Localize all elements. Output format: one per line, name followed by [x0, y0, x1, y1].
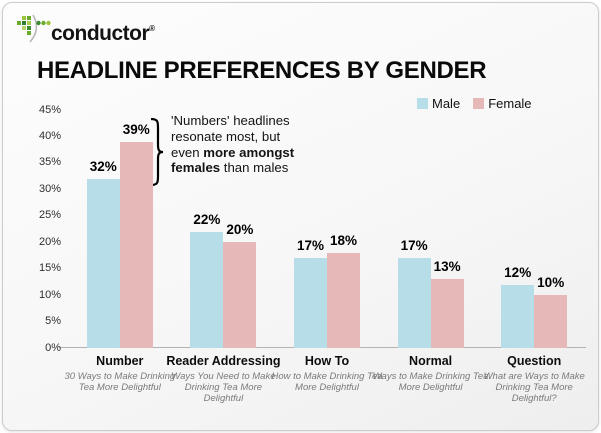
- bar-male-reader-addressing: [190, 231, 224, 348]
- y-axis-tick-label: 0%: [45, 341, 61, 354]
- bar-female-question: [534, 295, 568, 348]
- value-label: 22%: [193, 211, 221, 227]
- legend-label: Female: [488, 96, 532, 111]
- y-axis-tick-label: 35%: [38, 156, 61, 169]
- category-subtitle: Ways You Need to Make Drinking Tea More …: [171, 371, 276, 404]
- value-label: 17%: [296, 238, 325, 254]
- value-label: 12%: [504, 264, 532, 280]
- category-label: Number: [96, 354, 144, 368]
- category-label: Reader Addressing: [166, 354, 281, 368]
- category-subtitle: How to Make Drinking Tea More Delightful: [271, 371, 383, 393]
- legend-item-male: Male: [417, 96, 460, 111]
- category-label: Question: [507, 354, 562, 368]
- legend-item-female: Female: [473, 96, 532, 111]
- bar-female-number: [119, 141, 153, 348]
- page-title: HEADLINE PREFERENCES BY GENDER: [37, 57, 487, 84]
- male-swatch: [417, 98, 428, 109]
- bar-male-how-to: [294, 258, 327, 348]
- female-swatch: [473, 98, 485, 109]
- value-label: 20%: [226, 222, 254, 238]
- bar-male-number: [86, 178, 120, 348]
- bar-female-how-to: [327, 252, 360, 348]
- y-axis-tick-label: 5%: [45, 315, 61, 328]
- y-axis-tick-label: 20%: [38, 235, 61, 248]
- y-axis-tick-label: 25%: [38, 209, 61, 222]
- category-label: How To: [304, 354, 350, 368]
- value-label: 39%: [122, 121, 150, 137]
- category-subtitle: What are Ways to Make Drinking Tea More …: [483, 371, 585, 404]
- chart-legend: Male Female: [417, 96, 532, 111]
- category-label: Normal: [409, 354, 453, 368]
- annotation-brace-icon: [150, 118, 164, 186]
- y-axis-tick-label: 15%: [38, 262, 61, 275]
- y-axis-tick-label: 40%: [38, 129, 61, 142]
- bar-male-question: [501, 284, 535, 348]
- y-axis-tick-label: 45%: [38, 103, 61, 116]
- y-axis-tick-label: 30%: [38, 182, 61, 195]
- value-label: 13%: [433, 259, 461, 275]
- value-label: 18%: [329, 232, 358, 248]
- category-subtitle: Ways to Make Drinking Tea More Delightfu…: [372, 371, 489, 393]
- conductor-logo: conductor®: [17, 14, 155, 44]
- logo-wordmark: conductor®: [51, 22, 155, 45]
- bar-male-normal: [397, 258, 431, 348]
- y-axis-tick-label: 10%: [38, 288, 61, 301]
- registered-mark: ®: [149, 24, 155, 33]
- conductor-logo-icon: [17, 14, 51, 43]
- value-label: 10%: [537, 275, 565, 291]
- annotation-text: 'Numbers' headlines resonate most, but eve…: [171, 113, 295, 176]
- value-label: 32%: [89, 158, 117, 174]
- category-subtitle: 30 Ways to Make Drinking Tea More Deligh…: [64, 371, 176, 393]
- bar-female-normal: [430, 279, 464, 348]
- bar-female-reader-addressing: [223, 242, 257, 348]
- value-label: 17%: [400, 238, 428, 254]
- legend-label: Male: [432, 96, 461, 111]
